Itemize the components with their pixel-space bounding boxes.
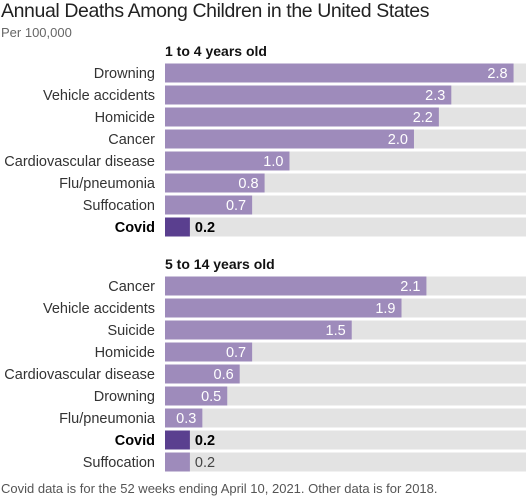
value-label: 2.2 xyxy=(413,110,433,126)
bar-track xyxy=(165,430,526,450)
chart-subtitle: Per 100,000 xyxy=(1,25,72,40)
bar xyxy=(165,85,452,105)
category-label: Suffocation xyxy=(83,198,155,214)
bar xyxy=(165,408,203,428)
category-label: Covid xyxy=(115,433,155,449)
bar xyxy=(165,63,514,83)
bar xyxy=(165,364,240,384)
category-label: Cardiovascular disease xyxy=(4,367,155,383)
value-label: 2.8 xyxy=(487,66,507,82)
value-label: 0.2 xyxy=(195,455,215,471)
value-label: 1.5 xyxy=(326,323,346,339)
bar-track xyxy=(165,452,526,472)
bar-track xyxy=(165,195,526,215)
bar xyxy=(165,342,253,362)
category-label: Suffocation xyxy=(83,455,155,471)
value-label: 2.3 xyxy=(425,88,445,104)
category-label: Vehicle accidents xyxy=(43,301,155,317)
bar xyxy=(165,151,290,171)
category-label: Cardiovascular disease xyxy=(4,154,155,170)
chart-title: Annual Deaths Among Children in the Unit… xyxy=(1,0,430,22)
bar-highlight xyxy=(165,430,190,450)
value-label: 1.9 xyxy=(375,301,395,317)
bar xyxy=(165,298,402,318)
value-label: 0.7 xyxy=(226,198,246,214)
bar-track xyxy=(165,217,526,237)
category-label: Homicide xyxy=(95,345,155,361)
bar-track xyxy=(165,342,526,362)
category-label: Vehicle accidents xyxy=(43,88,155,104)
category-label: Flu/pneumonia xyxy=(59,176,156,192)
bar-highlight xyxy=(165,217,190,237)
category-label: Cancer xyxy=(108,132,155,148)
bar xyxy=(165,129,414,149)
value-label: 0.5 xyxy=(201,389,221,405)
value-label: 0.6 xyxy=(214,367,234,383)
value-label: 0.7 xyxy=(226,345,246,361)
bar xyxy=(165,107,439,127)
value-label: 1.0 xyxy=(263,154,283,170)
category-label: Drowning xyxy=(94,389,155,405)
value-label: 0.8 xyxy=(238,176,258,192)
bar xyxy=(165,452,190,472)
chart-footnote: Covid data is for the 52 weeks ending Ap… xyxy=(1,481,438,496)
bar xyxy=(165,276,427,296)
bar xyxy=(165,320,352,340)
bar-track xyxy=(165,408,526,428)
category-label: Suicide xyxy=(107,323,155,339)
panel-title: 5 to 14 years old xyxy=(165,256,275,272)
value-label: 0.2 xyxy=(195,220,215,236)
category-label: Flu/pneumonia xyxy=(59,411,156,427)
panel-title: 1 to 4 years old xyxy=(165,43,267,59)
value-label: 0.3 xyxy=(176,411,196,427)
value-label: 2.0 xyxy=(388,132,408,148)
category-label: Homicide xyxy=(95,110,155,126)
bar xyxy=(165,173,265,193)
bar xyxy=(165,386,228,406)
category-label: Drowning xyxy=(94,66,155,82)
bar-track xyxy=(165,364,526,384)
category-label: Cancer xyxy=(108,279,155,295)
bar-track xyxy=(165,386,526,406)
category-label: Covid xyxy=(115,220,155,236)
bar xyxy=(165,195,253,215)
value-label: 2.1 xyxy=(400,279,420,295)
value-label: 0.2 xyxy=(195,433,215,449)
